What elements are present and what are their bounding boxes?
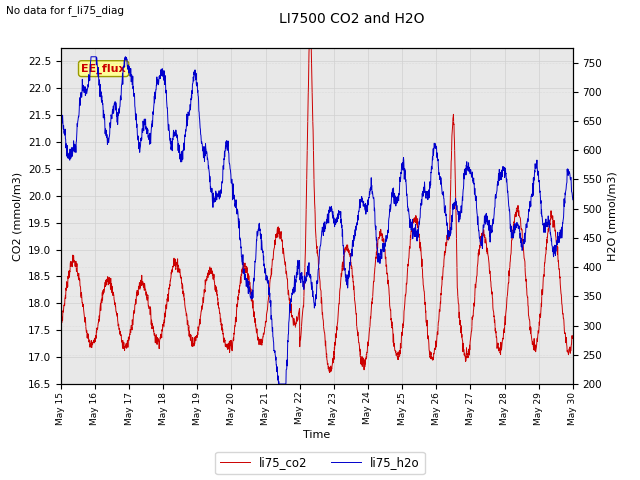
li75_h2o	[461, 167, 468, 172]
Legend: li75_co2, li75_h2o: li75_co2, li75_h2o	[216, 452, 424, 474]
li75_co2	[554, 259, 562, 264]
li75_co2	[292, 321, 300, 326]
li75_h2o	[569, 197, 577, 203]
li75_co2	[569, 333, 577, 339]
li75_co2	[57, 319, 65, 324]
Y-axis label: CO2 (mmol/m3): CO2 (mmol/m3)	[12, 171, 22, 261]
Text: No data for f_li75_diag: No data for f_li75_diag	[6, 5, 124, 16]
li75_h2o	[307, 272, 314, 278]
li75_h2o	[275, 381, 282, 387]
li75_co2	[555, 258, 563, 264]
Line: li75_h2o: li75_h2o	[61, 57, 573, 384]
li75_h2o	[57, 126, 65, 132]
li75_co2	[461, 350, 468, 356]
li75_co2	[305, 42, 313, 48]
Line: li75_co2: li75_co2	[61, 45, 573, 372]
li75_co2	[83, 329, 91, 335]
Text: LI7500 CO2 and H2O: LI7500 CO2 and H2O	[279, 12, 425, 26]
li75_h2o	[87, 54, 95, 60]
li75_co2	[326, 370, 333, 375]
li75_co2	[306, 42, 314, 48]
Y-axis label: H2O (mmol/m3): H2O (mmol/m3)	[608, 171, 618, 261]
X-axis label: Time: Time	[303, 430, 330, 440]
li75_h2o	[83, 89, 91, 95]
li75_h2o	[293, 275, 301, 280]
Text: EE_flux: EE_flux	[81, 63, 126, 74]
li75_h2o	[555, 235, 563, 241]
li75_h2o	[554, 234, 562, 240]
